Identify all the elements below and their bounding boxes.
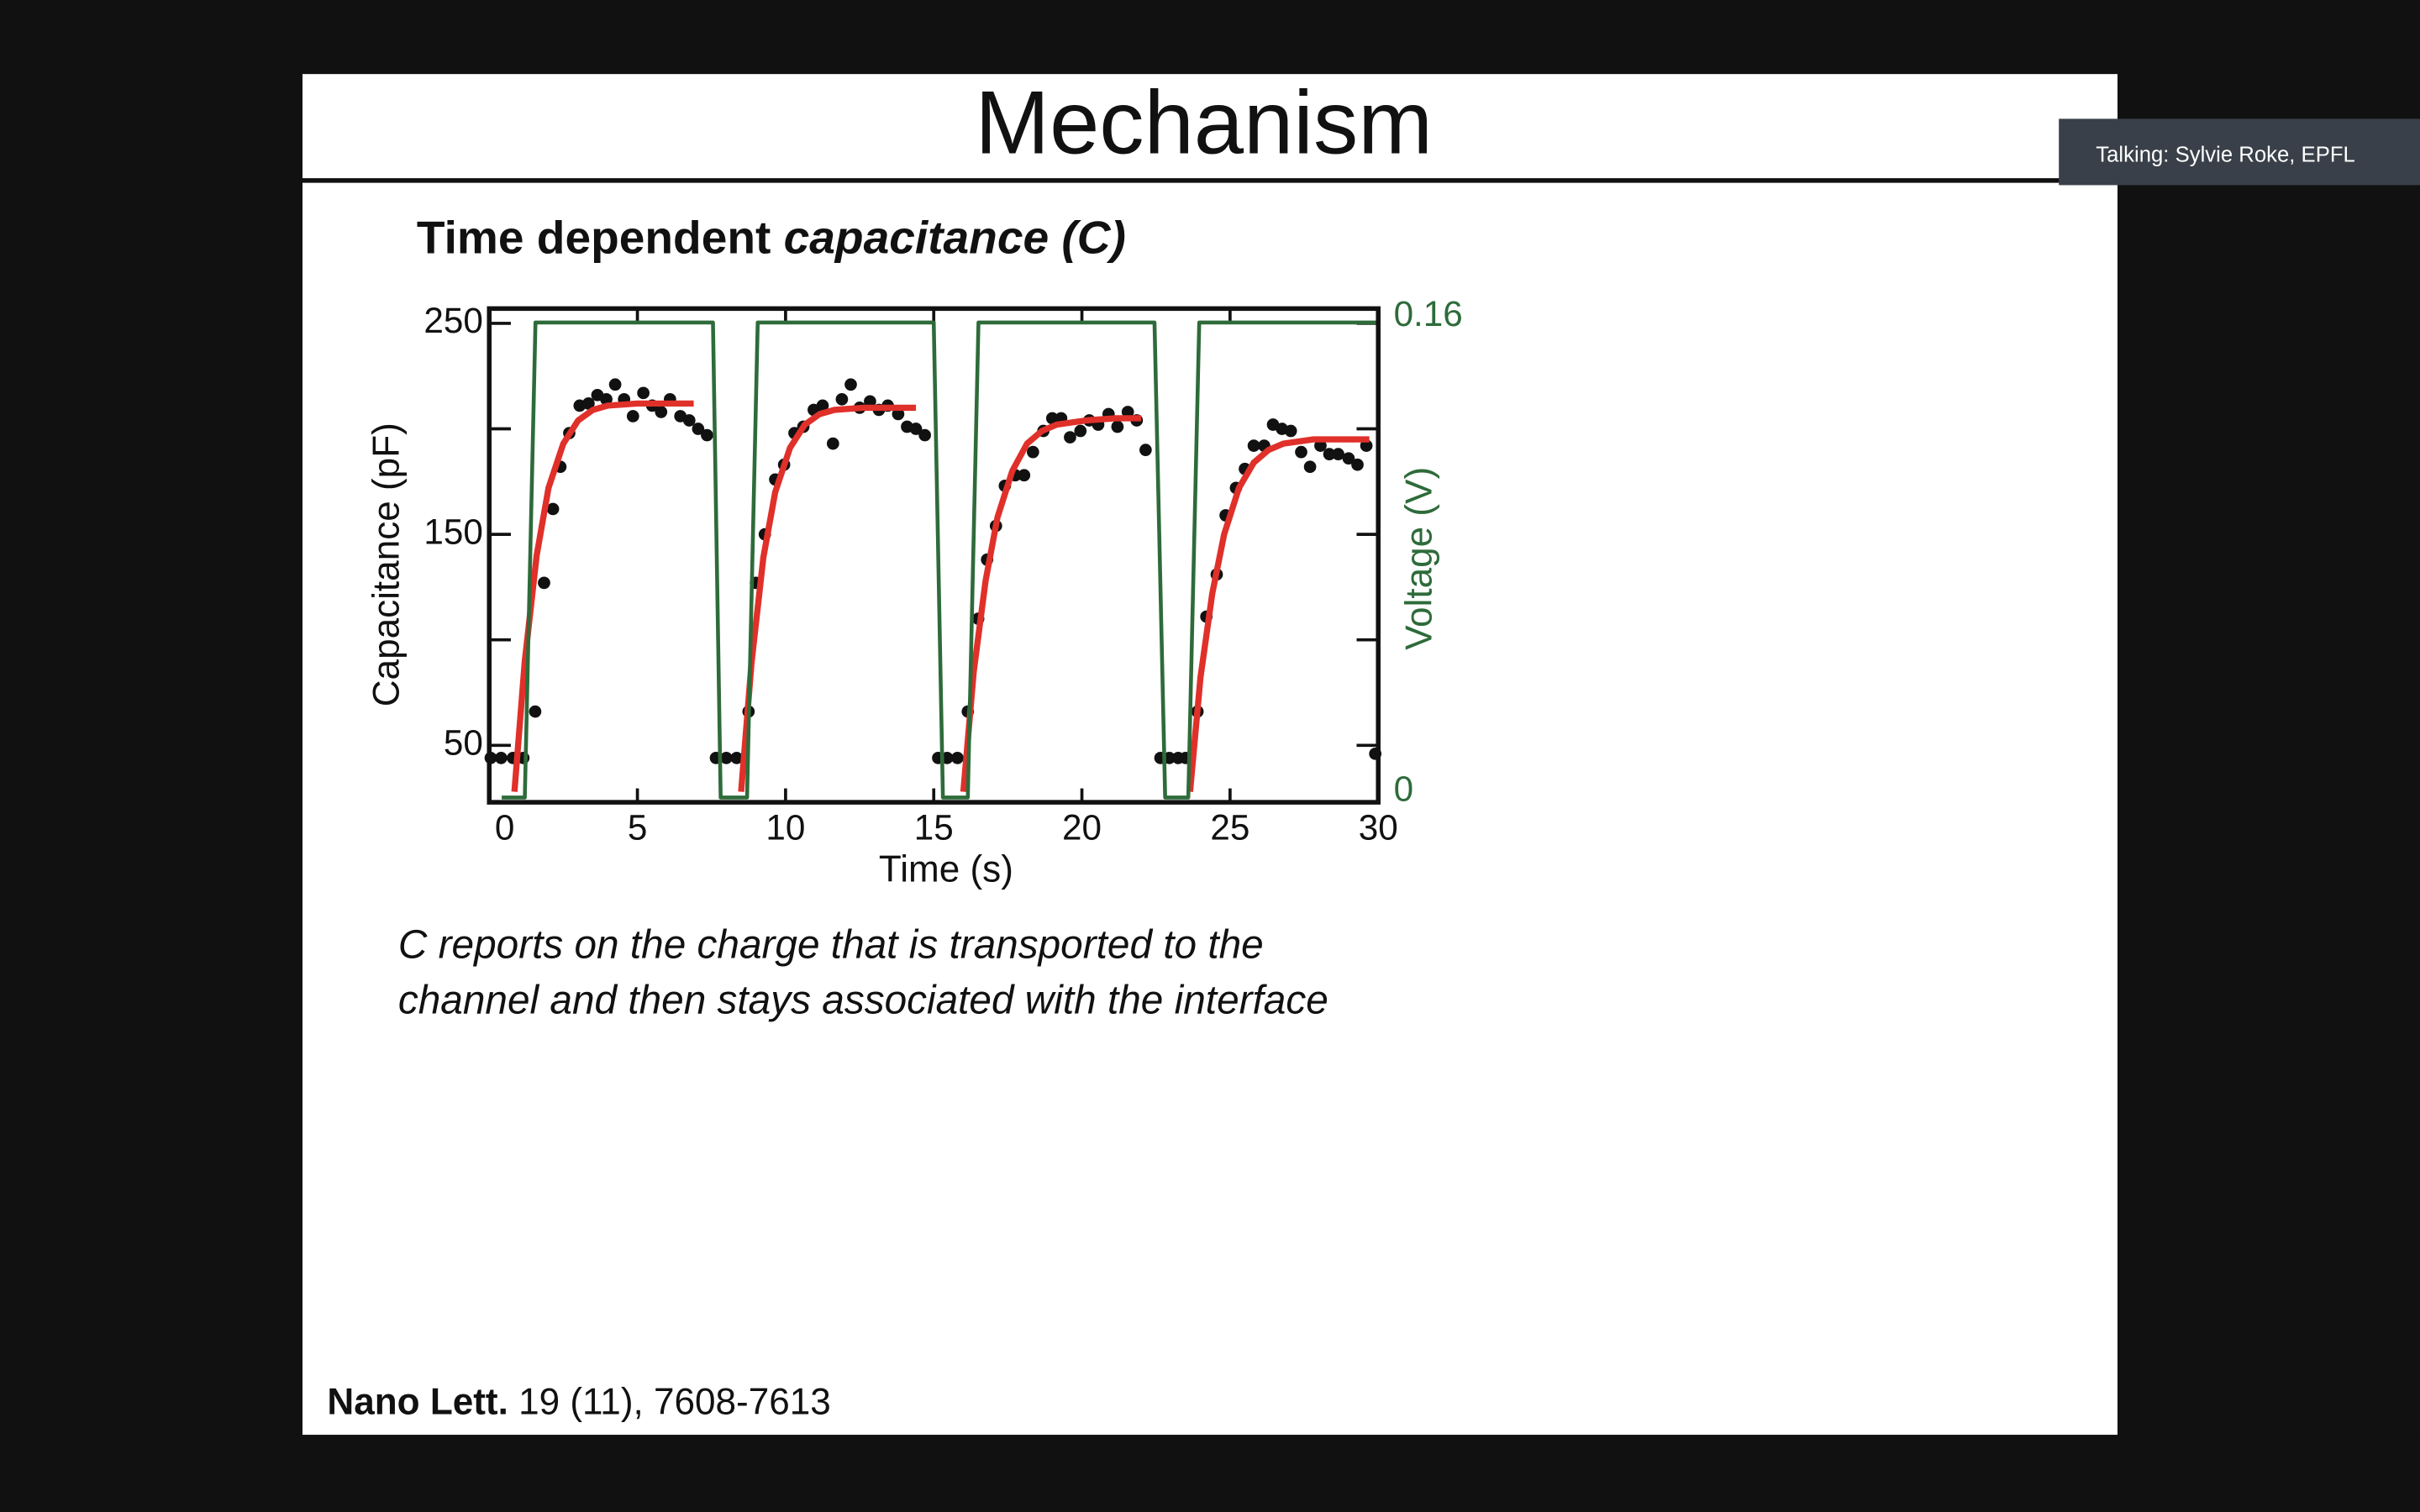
data-point [1064,431,1076,444]
x-tick-label: 20 [1062,807,1102,847]
data-point [1332,448,1344,461]
data-point [582,397,595,410]
reference-details: 19 (11), 7608-7613 [508,1381,831,1422]
data-point [655,406,668,418]
x-tick-label: 15 [914,807,954,847]
data-point [529,705,542,718]
subtitle-italic: capacitance (C) [784,211,1126,263]
x-tick-label: 0 [495,807,515,847]
x-tick-label: 25 [1210,807,1249,847]
data-point [637,386,650,400]
data-point [1360,439,1373,452]
data-point [892,407,905,421]
data-point [546,502,560,516]
data-point [826,437,839,450]
caption-line: channel and then stays associated with t… [398,978,1328,1022]
data-point [600,393,613,406]
fit-line [738,404,917,792]
slide [302,74,2118,1436]
data-point [682,414,696,427]
data-point [1247,439,1260,452]
x-tick-label: 10 [765,807,805,847]
data-point [1295,445,1307,459]
x-axis-title: Time (s) [879,848,1013,890]
caption-line: C reports on the charge that is transpor… [398,922,1264,967]
fit-line [511,400,694,792]
data-point [816,399,829,412]
voltage-line [502,320,1379,800]
data-point [1342,452,1355,465]
data-point [1323,448,1336,461]
y2-tick-label: 0 [1394,769,1414,808]
data-point [1027,445,1039,459]
bottom-bar [0,1435,2420,1512]
data-point [1045,412,1059,425]
data-point [1284,424,1297,438]
data-point [730,752,744,764]
subtitle-plain: Time dependent [417,211,784,263]
data-point [608,378,622,391]
y-tick-label: 250 [424,301,482,340]
data-point [626,410,639,423]
data-point [1303,460,1317,474]
data-point [1314,439,1327,452]
speaker-label: Talking: Sylvie Roke, EPFL [2096,143,2355,166]
data-point [495,752,508,764]
y2-tick-label: 0.16 [1394,294,1463,333]
data-point [844,378,857,391]
y2-axis-title: Voltage (V) [1398,467,1439,650]
data-point [1121,406,1134,418]
reference: Nano Lett. 19 (11), 7608-7613 [327,1381,830,1422]
reference-journal: Nano Lett. [327,1381,508,1422]
data-point [909,423,923,435]
fit-line [1186,436,1370,792]
plot-frame [487,306,1381,805]
y-axis-title: Capacitance (pF) [366,423,407,706]
data-point [835,393,849,406]
data-point [692,423,705,435]
data-point [538,576,550,590]
data-point [918,428,931,442]
data-point [701,428,713,442]
data-point [1018,469,1031,482]
data-point [1074,424,1087,438]
data-point [720,752,733,764]
data-point [951,752,964,764]
chart: Time (s) Capacitance (pF) Voltage (V) 0 5… [366,294,1462,890]
fit-line [960,415,1142,792]
data-point [1351,458,1364,471]
data-point [1111,420,1124,433]
y-tick-label: 150 [424,512,482,551]
speaker-badge [2059,118,2420,186]
data-point [1139,444,1152,456]
x-tick-label: 30 [1359,807,1398,847]
slide-title: Mechanism [975,72,1433,172]
data-point [864,395,876,408]
x-tick-label: 5 [628,807,647,847]
subtitle: Time dependent capacitance (C) [417,211,1126,263]
y-tick-label: 50 [444,722,483,762]
